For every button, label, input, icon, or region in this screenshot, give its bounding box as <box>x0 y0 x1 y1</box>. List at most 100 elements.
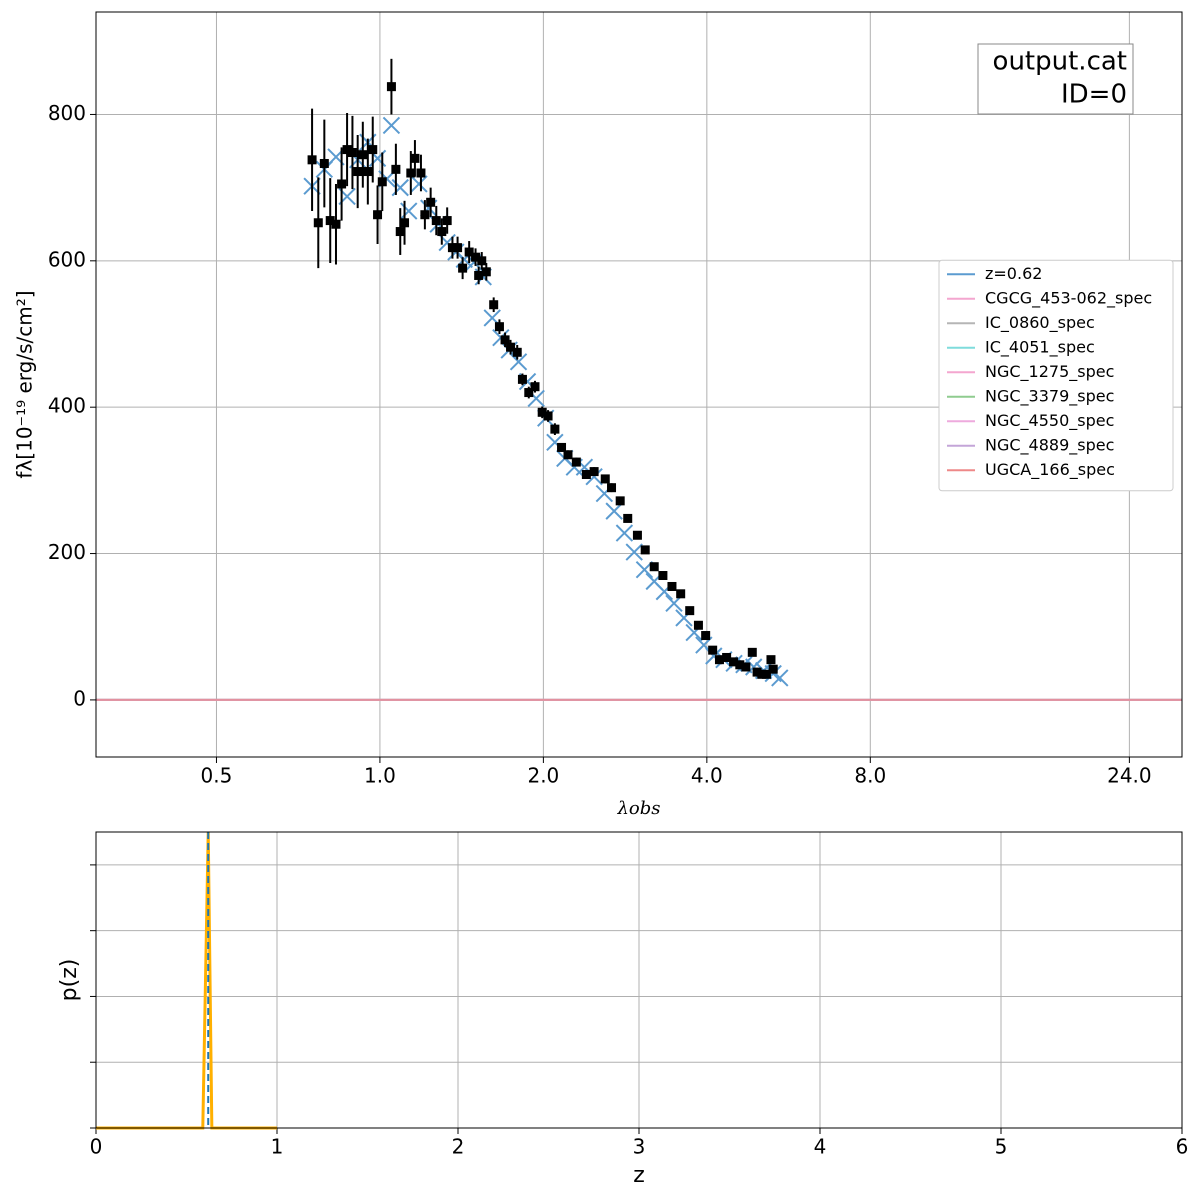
data-point <box>426 197 436 207</box>
model-point <box>625 543 643 561</box>
data-point <box>447 243 457 253</box>
x-tick-label: 4 <box>814 1135 827 1159</box>
x-tick-label: 24.0 <box>1107 764 1152 788</box>
x-tick-label: 2.0 <box>527 764 559 788</box>
data-point <box>589 467 599 477</box>
data-point <box>600 474 610 484</box>
data-point <box>453 243 463 253</box>
data-point <box>410 153 420 163</box>
x-tick-label: 8.0 <box>854 764 886 788</box>
data-point <box>640 545 650 555</box>
legend-label: IC_4051_spec <box>985 337 1095 357</box>
data-point <box>342 145 352 155</box>
data-point <box>307 155 317 165</box>
model-point <box>605 502 623 520</box>
data-point <box>658 571 668 581</box>
data-point <box>363 167 373 177</box>
data-point <box>481 267 491 277</box>
data-point <box>458 263 468 273</box>
data-point <box>623 513 633 523</box>
y-axis-label: p(z) <box>57 959 82 1002</box>
legend-label: NGC_3379_spec <box>985 386 1114 406</box>
data-point <box>353 167 363 177</box>
data-point <box>676 589 686 599</box>
y-tick-label: 0 <box>73 686 86 710</box>
x-axis-label: λobs <box>616 798 660 819</box>
data-point <box>431 216 441 226</box>
data-point <box>685 606 695 616</box>
data-point <box>729 657 739 667</box>
x-tick-label: 0 <box>90 1135 103 1159</box>
model-point <box>410 175 428 193</box>
x-tick-label: 3 <box>633 1135 646 1159</box>
y-tick-label: 600 <box>48 247 86 271</box>
data-point <box>347 148 357 158</box>
legend-label: CGCG_453-062_spec <box>985 288 1152 308</box>
data-point <box>768 664 778 674</box>
data-point <box>395 227 405 237</box>
data-point <box>708 645 718 655</box>
data-point <box>757 669 767 679</box>
data-point <box>550 424 560 434</box>
data-point <box>386 82 396 92</box>
data-point <box>368 145 378 155</box>
x-tick-label: 4.0 <box>691 764 723 788</box>
x-tick-label: 1.0 <box>364 764 396 788</box>
model-point <box>391 178 409 197</box>
annotation: output.cat <box>993 47 1127 77</box>
data-point <box>735 660 745 670</box>
data-point <box>512 347 522 357</box>
data-point <box>471 252 481 262</box>
data-point <box>477 256 487 266</box>
data-point <box>761 669 771 679</box>
data-point <box>474 270 484 280</box>
data-point <box>494 322 504 332</box>
data-point <box>517 374 527 384</box>
model-point <box>382 116 401 135</box>
data-point <box>571 457 581 467</box>
legend-box <box>938 259 1174 492</box>
annotation-box <box>977 43 1134 115</box>
data-point <box>607 483 617 493</box>
data-point <box>464 247 474 257</box>
data-point <box>331 219 341 229</box>
data-point <box>701 631 711 641</box>
data-point <box>649 562 659 572</box>
data-point <box>420 210 430 220</box>
y-tick-label: 200 <box>48 540 86 564</box>
data-point <box>615 496 625 506</box>
x-tick-label: 6 <box>1176 1135 1189 1159</box>
x-tick-label: 5 <box>995 1135 1008 1159</box>
annotation: ID=0 <box>1061 80 1127 110</box>
data-point <box>530 382 540 392</box>
data-point <box>437 227 447 237</box>
data-point <box>358 150 368 160</box>
data-point <box>391 164 401 174</box>
model-point <box>400 202 418 220</box>
data-point <box>337 179 347 189</box>
data-point <box>747 647 757 657</box>
data-point <box>693 620 703 630</box>
data-point <box>319 158 329 168</box>
data-point <box>563 450 573 460</box>
data-point <box>714 655 724 665</box>
data-point <box>632 530 642 540</box>
data-point <box>722 652 732 662</box>
legend-label: UGCA_166_spec <box>985 460 1115 480</box>
data-point <box>489 300 499 310</box>
data-point <box>377 177 387 187</box>
data-point <box>752 667 762 677</box>
y-tick-label: 400 <box>48 394 86 418</box>
data-point <box>373 210 383 220</box>
legend-label: NGC_1275_spec <box>985 362 1114 382</box>
data-point <box>442 216 452 226</box>
data-point <box>406 168 416 178</box>
y-axis-label: fλ[10⁻¹⁹ erg/s/cm²] <box>13 290 37 478</box>
plot-frame <box>95 831 1183 1129</box>
data-point <box>741 662 751 672</box>
plot-frame <box>95 11 1183 758</box>
x-tick-label: 0.5 <box>201 764 233 788</box>
data-point <box>400 218 410 228</box>
